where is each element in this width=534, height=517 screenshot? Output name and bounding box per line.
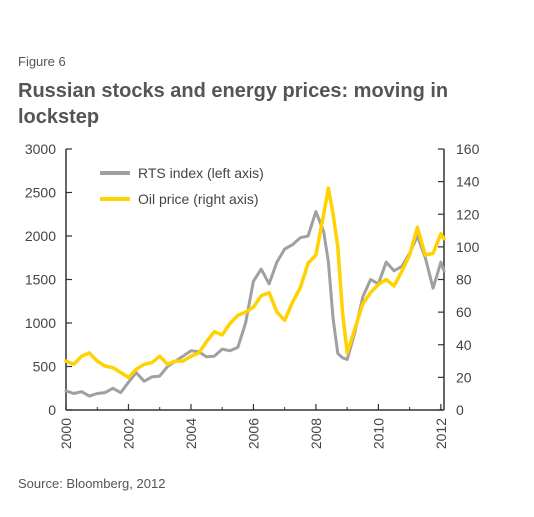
right-tick-label: 140 xyxy=(456,174,480,190)
left-tick-label: 1000 xyxy=(25,315,56,331)
right-tick-label: 40 xyxy=(456,337,472,353)
axes: 0 500 1000 1500 2000 2500 3000 0 20 40 60 80 100 120 1… xyxy=(25,141,480,449)
right-tick-label: 60 xyxy=(456,304,472,320)
left-tick-label: 0 xyxy=(48,402,56,418)
left-tick-label: 500 xyxy=(33,359,57,375)
right-tick-label: 120 xyxy=(456,206,480,222)
series-lines xyxy=(64,186,446,398)
legend: RTS index (left axis) Oil price (right ax… xyxy=(100,165,264,207)
left-tick-label: 2500 xyxy=(25,185,56,201)
x-tick-label: 2010 xyxy=(370,418,386,449)
right-tick-label: 20 xyxy=(456,369,472,385)
x-tick-label: 2008 xyxy=(308,418,324,449)
legend-label: Oil price (right axis) xyxy=(138,191,259,207)
right-tick-label: 0 xyxy=(456,402,464,418)
left-tick-label: 2000 xyxy=(25,228,56,244)
left-tick-label: 3000 xyxy=(25,141,56,157)
right-tick-label: 160 xyxy=(456,141,480,157)
rts-index-line xyxy=(64,210,446,398)
legend-label: RTS index (left axis) xyxy=(138,165,264,181)
right-tick-label: 80 xyxy=(456,272,472,288)
right-tick-label: 100 xyxy=(456,239,480,255)
x-tick-label: 2006 xyxy=(245,418,261,449)
x-tick-label: 2000 xyxy=(58,418,74,449)
x-tick-label: 2004 xyxy=(183,418,199,449)
left-tick-label: 1500 xyxy=(25,272,56,288)
oil-price-line xyxy=(64,186,446,380)
x-tick-label: 2002 xyxy=(120,418,136,449)
figure-label: Figure 6 xyxy=(18,54,66,69)
source-note: Source: Bloomberg, 2012 xyxy=(18,476,166,491)
x-tick-label: 2012 xyxy=(433,418,449,449)
chart-title: Russian stocks and energy prices: moving… xyxy=(18,80,449,128)
